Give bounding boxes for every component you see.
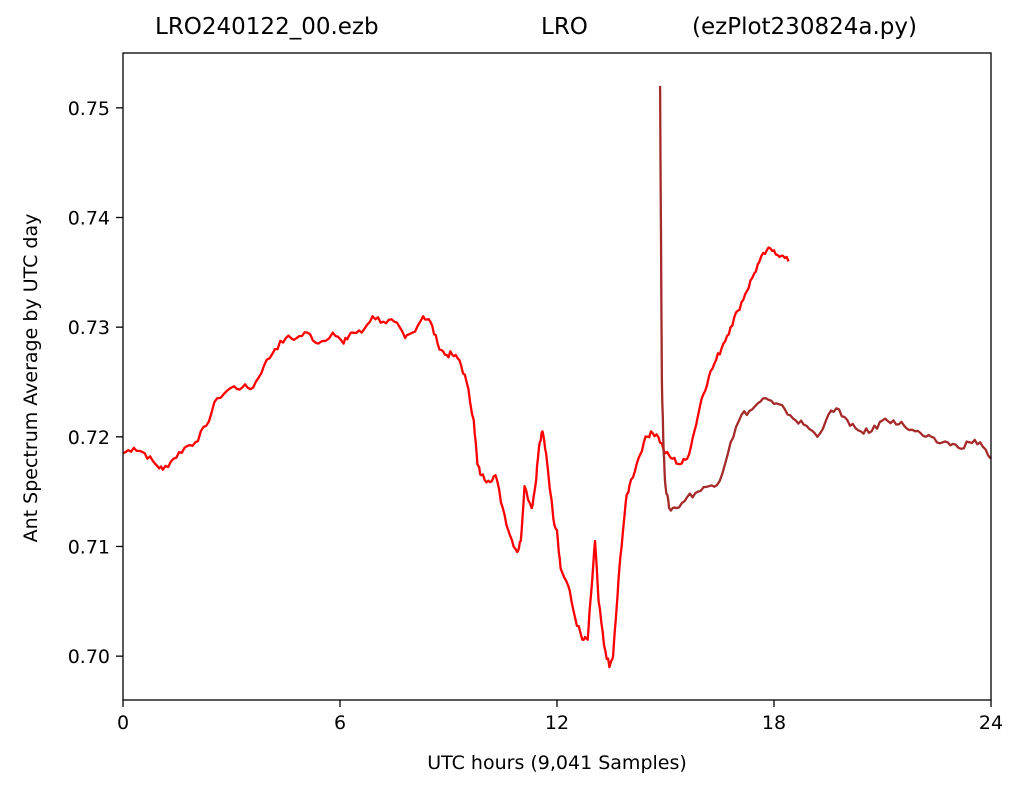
series-layer [122,85,992,669]
y-tick-label: 0.74 [68,207,110,229]
plot-frame [122,52,992,701]
x-tick-label: 18 [762,712,786,734]
y-tick-label: 0.75 [68,98,110,120]
x-tick-label: 0 [117,712,129,734]
series-line-2 [658,85,992,512]
chart-title-center: LRO [541,14,588,40]
y-tick-label: 0.72 [68,427,110,449]
x-tick-label: 6 [334,712,346,734]
series-line-1 [122,246,790,669]
x-axis: 0 6 12 18 24 [117,700,1003,734]
chart-title-left: LRO240122_00.ezb [155,14,379,40]
y-axis: 0.70 0.71 0.72 0.73 0.74 0.75 [68,98,123,668]
chart-title-right: (ezPlot230824a.py) [692,14,917,40]
y-tick-label: 0.71 [68,536,110,558]
y-tick-label: 0.73 [68,317,110,339]
x-tick-label: 24 [979,712,1003,734]
y-tick-label: 0.70 [68,646,110,668]
x-axis-label: UTC hours (9,041 Samples) [427,752,687,774]
y-axis-label: Ant Spectrum Average by UTC day [20,213,42,543]
x-tick-label: 12 [545,712,569,734]
